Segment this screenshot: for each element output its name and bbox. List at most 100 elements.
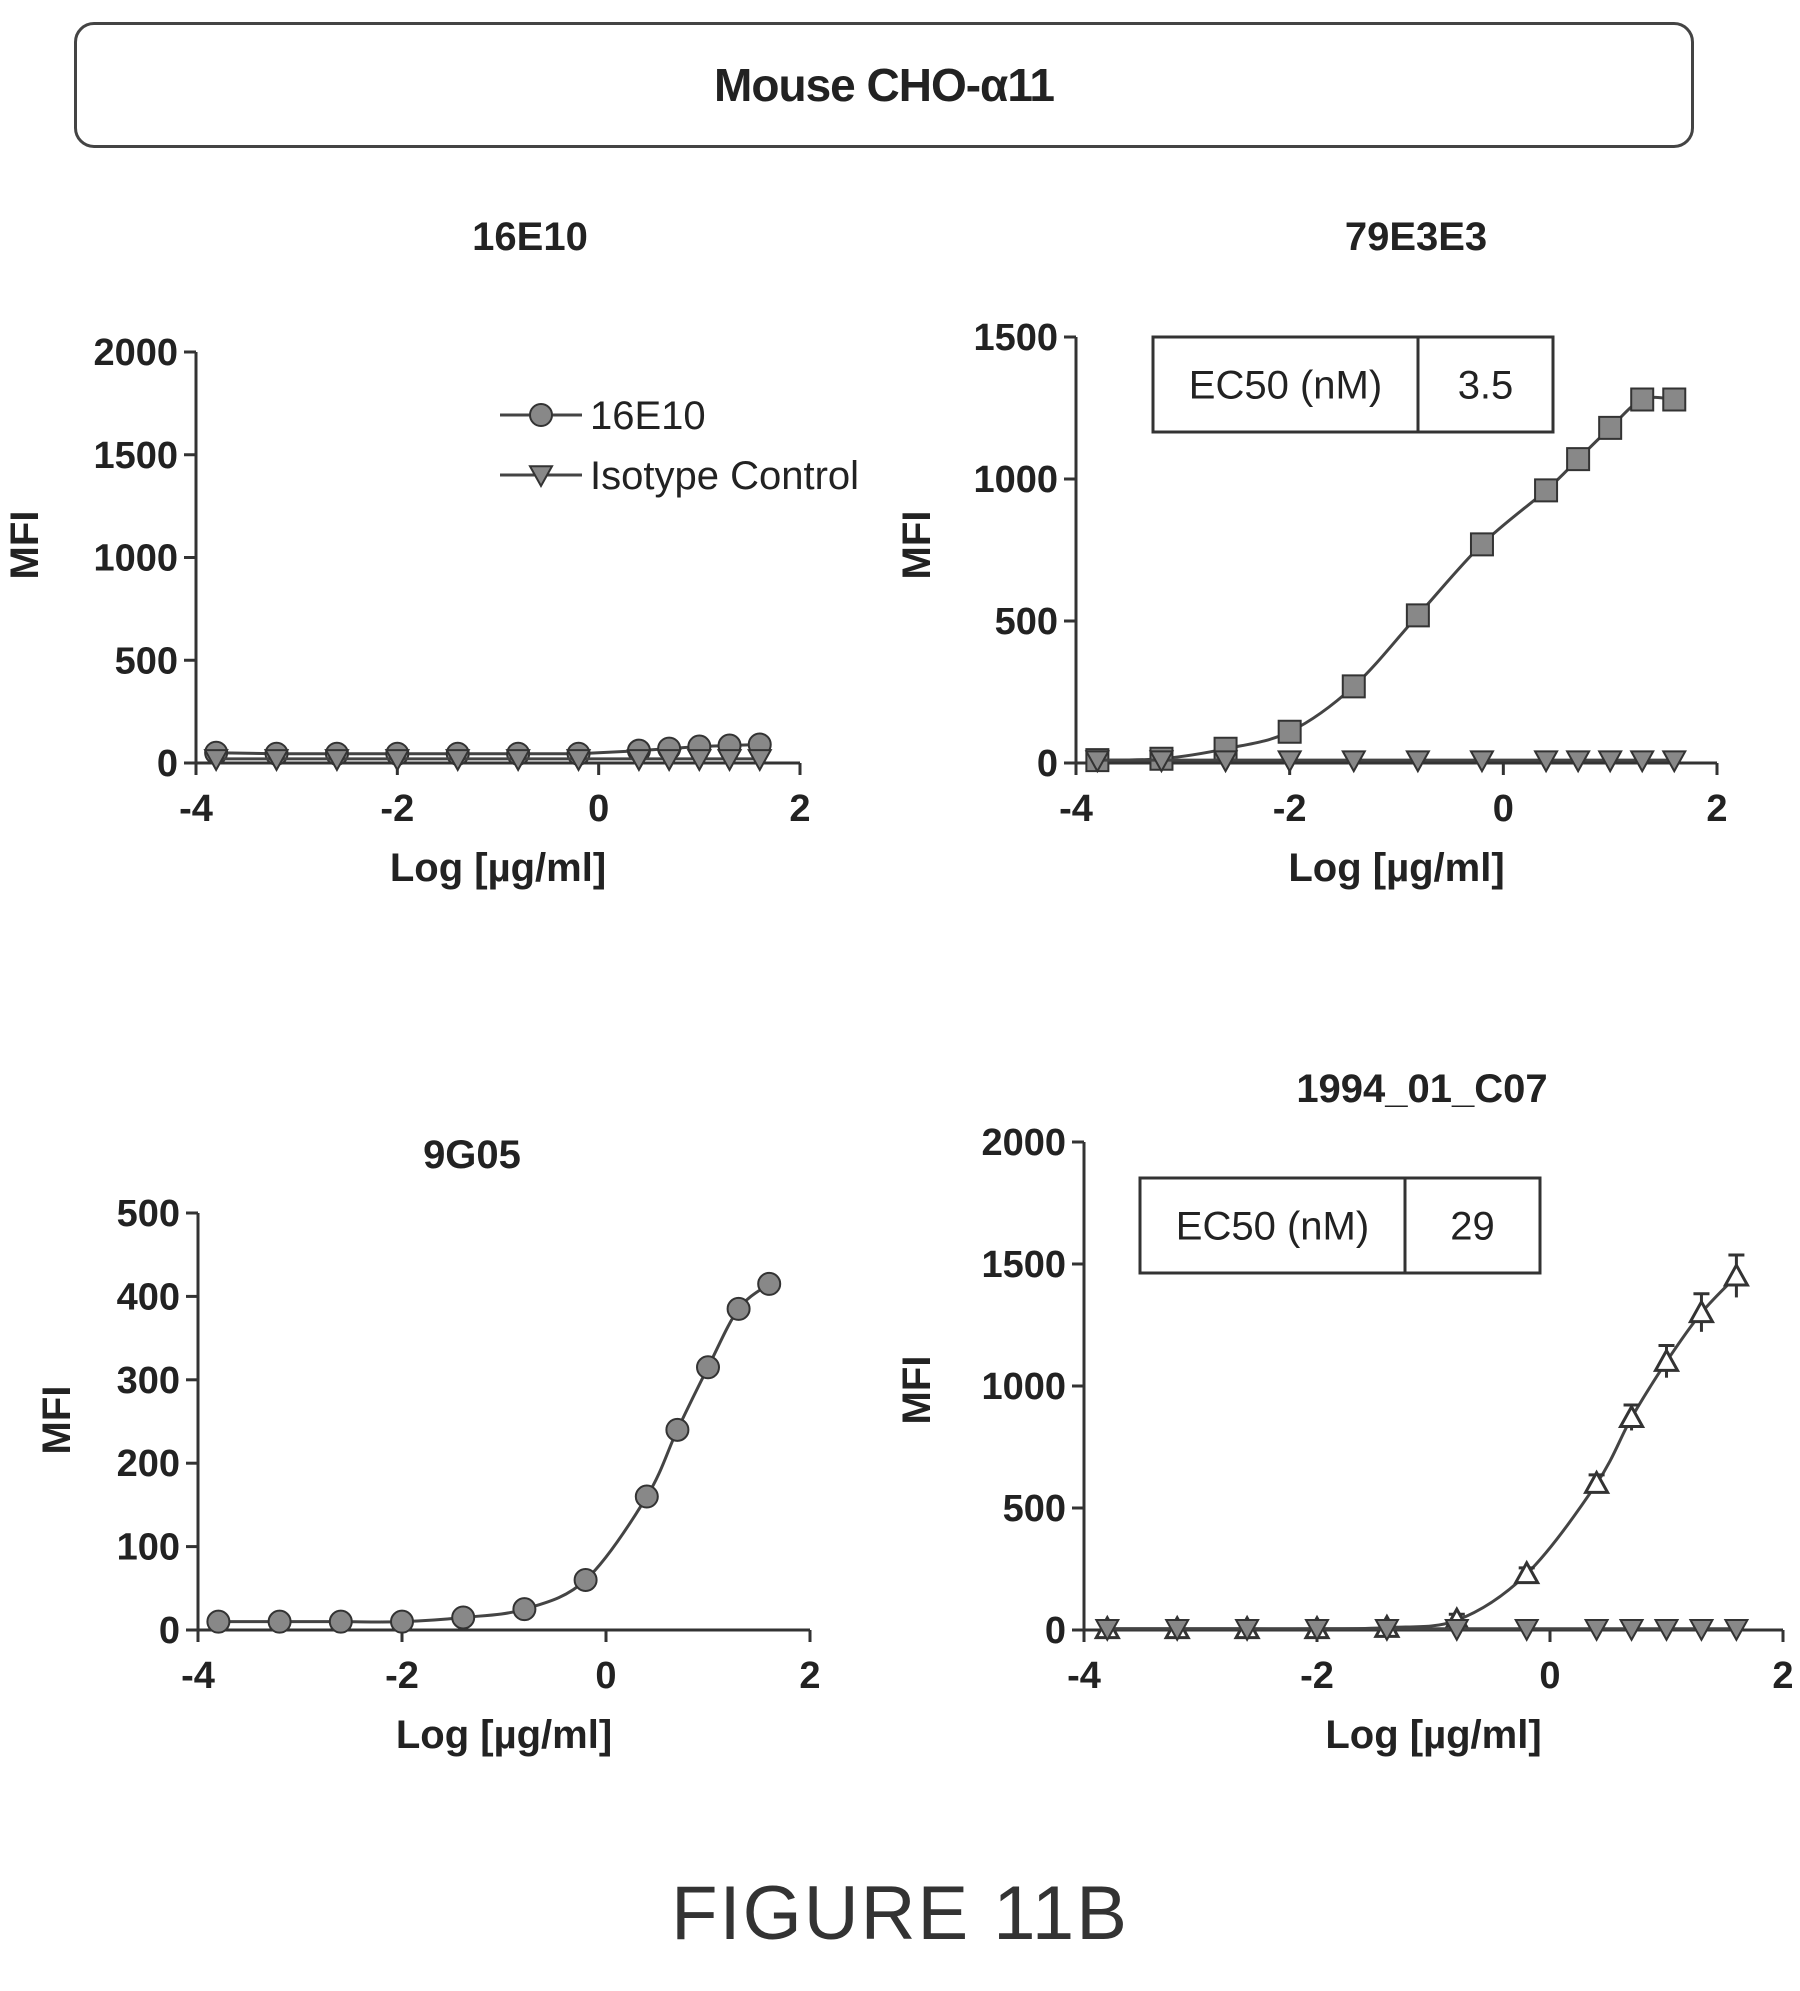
y-tick-label: 1500 bbox=[981, 1244, 1066, 1286]
data-point-8 bbox=[626, 749, 652, 772]
chart-panel-1: 16E10 0 500 1000 1500 2000 -4 -2 0 2 Log [µg/ml] MF… bbox=[3, 215, 859, 890]
y-axis-title: MFI bbox=[35, 1386, 79, 1455]
x-axis-title: Log [µg/ml] bbox=[396, 1713, 612, 1757]
x-tick-label: -4 bbox=[181, 1655, 215, 1697]
data-point-11 bbox=[726, 1296, 751, 1321]
ec50-value: 29 bbox=[1450, 1205, 1495, 1249]
x-axis-title: Log [µg/ml] bbox=[1325, 1713, 1541, 1757]
y-tick-label: 1000 bbox=[981, 1366, 1066, 1408]
series-line bbox=[1107, 1275, 1738, 1631]
data-point-1 bbox=[206, 1609, 231, 1634]
x-tick-label: -2 bbox=[385, 1655, 419, 1697]
data-point-2 bbox=[528, 465, 554, 489]
y-tick-label: 300 bbox=[117, 1360, 180, 1402]
data-point-9 bbox=[1618, 1618, 1645, 1642]
y-tick-label: 0 bbox=[1037, 743, 1058, 785]
data-point-3 bbox=[1234, 1618, 1260, 1642]
data-point-2 bbox=[267, 1609, 292, 1634]
data-point-2 bbox=[263, 749, 290, 772]
y-tick-label: 0 bbox=[157, 743, 178, 785]
data-point-10 bbox=[696, 1355, 720, 1380]
data-point-10 bbox=[1598, 415, 1623, 440]
y-tick-label: 1000 bbox=[93, 538, 178, 580]
legend-label: Isotype Control bbox=[590, 454, 859, 498]
data-point-1 bbox=[529, 403, 553, 427]
data-point-4 bbox=[384, 749, 411, 772]
x-tick-label: -2 bbox=[1273, 788, 1307, 830]
x-tick-label: 0 bbox=[1539, 1655, 1560, 1697]
data-point-4 bbox=[1304, 1618, 1330, 1642]
y-tick-label: 500 bbox=[995, 601, 1058, 643]
x-tick-label: -2 bbox=[380, 788, 414, 830]
ec50-table: EC50 (nM) 3.5 bbox=[1151, 335, 1555, 434]
data-point-4 bbox=[390, 1609, 414, 1634]
data-point-7 bbox=[1469, 532, 1494, 557]
x-tick-label: 2 bbox=[1706, 788, 1727, 830]
data-point-6 bbox=[512, 1597, 537, 1622]
y-tick-label: 1000 bbox=[973, 459, 1058, 501]
data-point-8 bbox=[1534, 478, 1559, 503]
chart-panel-4: 1994_01_C07 0 500 1000 1500 2000 -4 -2 0 2 Log [µg… bbox=[895, 1067, 1794, 1757]
y-tick-label: 1500 bbox=[93, 435, 178, 477]
data-point-5 bbox=[1341, 750, 1367, 774]
chart-panel-3: 9G05 0 100 200 300 400 500 -4 -2 0 2 Log [µg/ml] MFI bbox=[35, 1133, 821, 1757]
x-tick-label: -4 bbox=[1059, 788, 1093, 830]
data-point-8 bbox=[1583, 1618, 1610, 1642]
data-point-5 bbox=[1374, 1618, 1400, 1642]
legend-label: 16E10 bbox=[590, 394, 706, 438]
y-axis-title: MFI bbox=[3, 511, 47, 580]
data-point-10 bbox=[1652, 1347, 1681, 1372]
data-point-7 bbox=[1514, 1618, 1540, 1642]
data-point-5 bbox=[445, 749, 471, 772]
figure-header: Mouse CHO-α11 bbox=[74, 22, 1694, 148]
data-point-11 bbox=[1630, 387, 1655, 412]
data-point-8 bbox=[1583, 1469, 1611, 1494]
data-point-7 bbox=[1469, 750, 1495, 774]
x-tick-label: -4 bbox=[179, 788, 213, 830]
data-point-3 bbox=[324, 749, 350, 772]
y-axis-title: MFI bbox=[895, 511, 939, 580]
x-tick-label: 2 bbox=[1772, 1655, 1793, 1697]
series-1 bbox=[1093, 1253, 1750, 1640]
data-point-1 bbox=[1084, 750, 1111, 774]
data-point-12 bbox=[747, 749, 773, 772]
data-point-11 bbox=[1687, 1298, 1715, 1324]
y-tick-label: 500 bbox=[117, 1193, 180, 1235]
data-point-3 bbox=[1212, 750, 1239, 774]
data-point-6 bbox=[1444, 1618, 1470, 1642]
y-tick-label: 2000 bbox=[981, 1122, 1066, 1164]
data-point-6 bbox=[1405, 750, 1431, 774]
data-point-6 bbox=[1405, 603, 1430, 628]
data-point-7 bbox=[565, 749, 592, 772]
series-2 bbox=[203, 749, 773, 772]
data-point-12 bbox=[1723, 1618, 1750, 1642]
data-point-9 bbox=[656, 749, 682, 772]
chart-title: 79E3E3 bbox=[1345, 215, 1487, 259]
data-point-12 bbox=[1722, 1262, 1750, 1287]
data-point-5 bbox=[451, 1605, 476, 1630]
data-point-11 bbox=[1688, 1618, 1715, 1642]
series-line bbox=[218, 1282, 771, 1624]
chart-legend: 16E10 Isotype Control bbox=[500, 394, 859, 498]
y-tick-label: 500 bbox=[115, 640, 178, 682]
x-tick-label: 2 bbox=[789, 788, 810, 830]
data-point-11 bbox=[716, 749, 743, 772]
x-axis-title: Log [µg/ml] bbox=[390, 846, 606, 890]
data-point-4 bbox=[1277, 719, 1302, 744]
ec50-value: 3.5 bbox=[1458, 364, 1514, 408]
data-point-8 bbox=[634, 1484, 659, 1509]
y-tick-label: 2000 bbox=[93, 332, 178, 374]
data-point-9 bbox=[1566, 447, 1591, 472]
y-axis-title: MFI bbox=[895, 1356, 939, 1425]
x-tick-label: 2 bbox=[799, 1655, 820, 1697]
chart-panel-2: 79E3E3 0 500 1000 1500 -4 -2 0 2 Log [µg/ml] MFI EC… bbox=[895, 215, 1728, 890]
series-2 bbox=[1094, 1618, 1750, 1642]
data-point-11 bbox=[1629, 750, 1655, 774]
data-point-4 bbox=[1276, 750, 1303, 774]
x-axis-title: Log [µg/ml] bbox=[1288, 846, 1504, 890]
data-point-3 bbox=[328, 1609, 353, 1634]
data-point-10 bbox=[1653, 1618, 1680, 1642]
y-tick-label: 0 bbox=[159, 1610, 180, 1652]
data-point-9 bbox=[665, 1417, 690, 1442]
data-point-2 bbox=[1164, 1618, 1190, 1642]
